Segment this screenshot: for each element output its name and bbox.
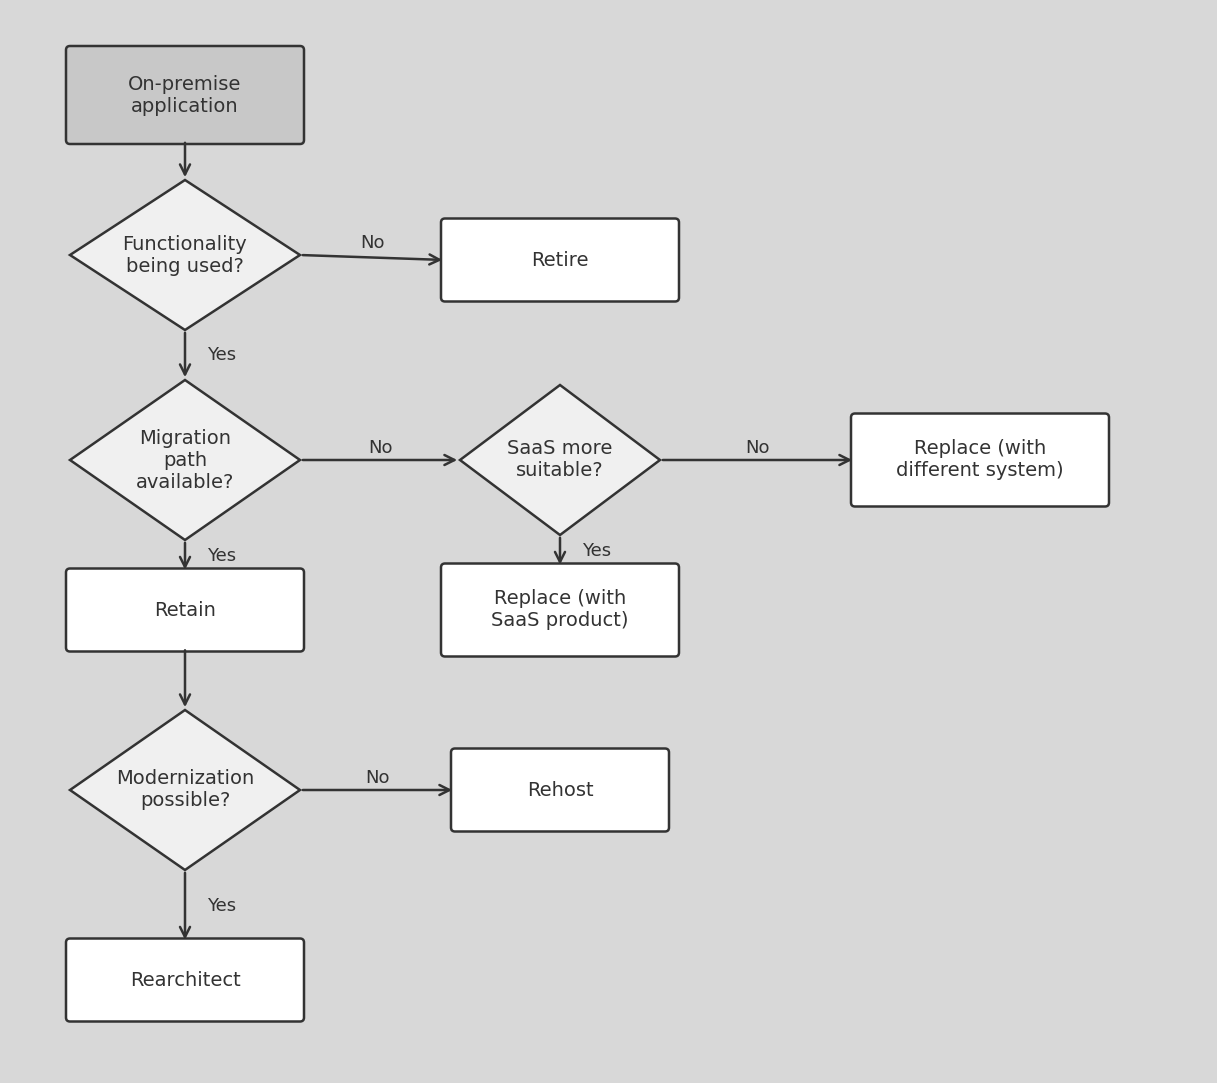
Text: On-premise
application: On-premise application bbox=[128, 75, 242, 116]
Text: Retire: Retire bbox=[532, 250, 589, 270]
Polygon shape bbox=[71, 380, 301, 540]
FancyBboxPatch shape bbox=[452, 748, 669, 832]
FancyBboxPatch shape bbox=[66, 45, 304, 144]
Text: Rehost: Rehost bbox=[527, 781, 594, 799]
Text: No: No bbox=[365, 769, 389, 787]
FancyBboxPatch shape bbox=[851, 414, 1109, 507]
Text: Rearchitect: Rearchitect bbox=[130, 970, 241, 990]
Text: No: No bbox=[745, 439, 769, 457]
Text: Replace (with
SaaS product): Replace (with SaaS product) bbox=[492, 589, 629, 630]
Text: Yes: Yes bbox=[582, 543, 611, 560]
FancyBboxPatch shape bbox=[441, 563, 679, 656]
Text: Functionality
being used?: Functionality being used? bbox=[123, 235, 247, 275]
Text: Yes: Yes bbox=[207, 897, 236, 915]
Text: Replace (with
different system): Replace (with different system) bbox=[896, 440, 1064, 481]
Text: Yes: Yes bbox=[207, 547, 236, 565]
Polygon shape bbox=[71, 180, 301, 330]
Text: No: No bbox=[360, 234, 385, 252]
Polygon shape bbox=[460, 384, 660, 535]
Text: Yes: Yes bbox=[207, 345, 236, 364]
Text: Modernization
possible?: Modernization possible? bbox=[116, 770, 254, 810]
Text: Migration
path
available?: Migration path available? bbox=[136, 429, 234, 492]
Text: No: No bbox=[368, 439, 392, 457]
FancyBboxPatch shape bbox=[66, 569, 304, 652]
Text: Retain: Retain bbox=[155, 600, 215, 619]
Polygon shape bbox=[71, 710, 301, 870]
FancyBboxPatch shape bbox=[441, 219, 679, 301]
Text: SaaS more
suitable?: SaaS more suitable? bbox=[507, 440, 612, 481]
FancyBboxPatch shape bbox=[66, 939, 304, 1021]
